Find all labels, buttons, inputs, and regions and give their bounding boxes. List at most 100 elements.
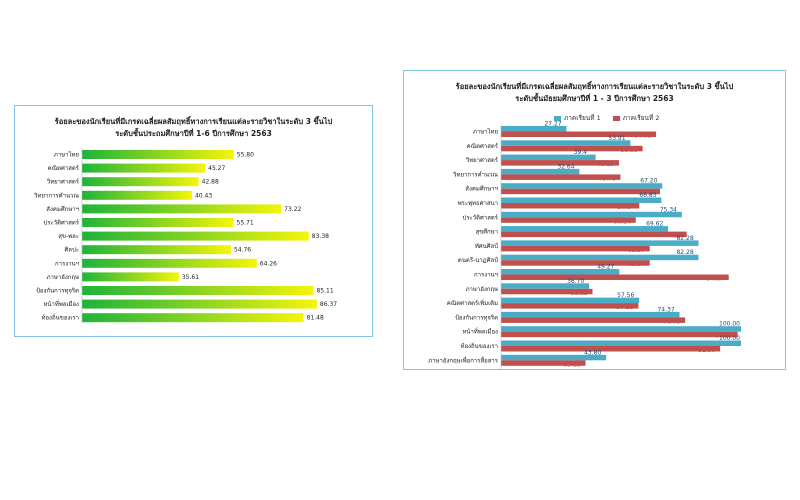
bar — [501, 131, 657, 137]
bar — [501, 340, 741, 346]
bar — [501, 140, 631, 146]
bar — [501, 203, 640, 209]
value-label: 58.99 — [621, 147, 638, 154]
value-label: 85.11 — [316, 288, 333, 295]
category-label: สุขศึกษา — [475, 229, 498, 236]
category-label: วิทยาการคำนวณ — [453, 171, 499, 178]
value-label: 82.28 — [676, 249, 693, 256]
value-label: 64.61 — [634, 133, 651, 140]
bar — [501, 283, 590, 289]
value-label: 81.48 — [307, 315, 324, 322]
bar — [82, 204, 282, 214]
category-label: การงานฯ — [55, 260, 79, 267]
value-label: 40.43 — [195, 192, 212, 199]
category-label: ภาษาไทย — [54, 151, 79, 159]
legend-swatch — [612, 115, 620, 121]
bar — [501, 240, 699, 246]
value-label: 100.00 — [719, 321, 740, 328]
bar — [501, 326, 741, 332]
value-label: 64.26 — [260, 260, 277, 267]
category-label: ประวัติศาสตร์ — [44, 219, 80, 227]
category-label: พระพุทธศาสนา — [458, 200, 498, 207]
value-label: 66.25 — [638, 190, 655, 197]
bar — [501, 168, 580, 175]
value-label: 83.38 — [312, 233, 329, 240]
bar — [501, 145, 643, 152]
value-label: 69.62 — [646, 221, 663, 228]
bar — [501, 331, 738, 338]
value-label: 42.88 — [202, 179, 219, 186]
category-label: ภาษาอังกฤษ — [47, 274, 79, 281]
bar — [501, 260, 650, 266]
value-label: 49.76 — [598, 175, 615, 182]
category-label: ป้องกันการทุจริต — [36, 288, 79, 295]
value-label: 75.34 — [660, 206, 677, 213]
category-label: สังคมศึกษาฯ — [465, 186, 498, 193]
bar — [501, 197, 662, 203]
value-label: 61.97 — [628, 247, 645, 254]
bar — [501, 183, 663, 189]
bar — [501, 288, 593, 295]
chart-title-line2: ระดับชั้นประถมศึกษาปีที่ 1-6 ปีการศึกษา … — [115, 129, 272, 138]
bar — [501, 254, 699, 261]
category-label: คณิตศาสตร์ — [467, 142, 499, 150]
bar — [501, 269, 620, 275]
value-label: 35.61 — [182, 274, 199, 281]
category-label: หน้าที่พลเมือง — [43, 300, 79, 308]
value-label: 76.73 — [663, 318, 680, 325]
bar — [82, 150, 234, 159]
bar — [82, 258, 257, 268]
category-label: สังคมศึกษาฯ — [46, 206, 79, 213]
bar — [82, 231, 309, 241]
bar — [82, 313, 304, 323]
bar — [501, 126, 567, 132]
category-label: การงานฯ — [474, 272, 498, 279]
value-label: 39.4 — [574, 149, 588, 156]
value-label: 27.27 — [544, 121, 561, 128]
category-label: ภาษาอังกฤษ — [466, 286, 498, 293]
category-label: ป้องกันการทุจริต — [455, 314, 498, 321]
value-label: 36.70 — [567, 278, 584, 285]
bar — [82, 245, 231, 255]
value-label: 100.00 — [719, 335, 740, 342]
category-label: ท้องถิ่นของเรา — [42, 314, 80, 322]
primary-bar-chart: ภาษาไทย 55.80 คณิตศาสตร์ 45.27 วิทยาศาสตร์ 42… — [34, 148, 337, 324]
bar — [501, 274, 729, 280]
value-label: 57.25 — [616, 304, 633, 311]
bar — [501, 245, 650, 252]
chart-title-line1: ร้อยละของนักเรียนที่มีเกรดเฉลี่ยผลสัมฤทธ… — [54, 117, 333, 126]
category-label: วิทยาศาสตร์ — [46, 178, 80, 186]
bar — [501, 217, 636, 223]
value-label: 45.27 — [208, 165, 225, 172]
value-label: 53.91 — [608, 135, 625, 142]
value-label: 74.37 — [657, 306, 674, 313]
value-label: 49.27 — [597, 264, 614, 271]
category-label: วิทยาการคำนวณ — [34, 192, 80, 199]
bar — [501, 311, 680, 318]
bar — [501, 174, 621, 180]
value-label: 35.22 — [564, 361, 581, 368]
bar — [82, 218, 234, 227]
legend-label: ภาคเรียนที่ 2 — [622, 114, 660, 122]
value-label: 61.97 — [628, 261, 645, 268]
chart-panel-secondary: ร้อยละของนักเรียนที่มีเกรดเฉลี่ยผลสัมฤทธ… — [403, 70, 786, 370]
bar — [501, 154, 596, 161]
bar — [501, 303, 639, 309]
legend-item-semester2: ภาคเรียนที่ 2 — [612, 113, 660, 123]
value-label: 86.37 — [320, 301, 337, 308]
bar — [82, 190, 192, 200]
bar — [501, 231, 687, 238]
category-label: คณิตศาสตร์ — [48, 164, 80, 172]
legend-item-semester1: ภาคเรียนที่ 1 — [554, 113, 601, 123]
value-label: 38.12 — [570, 290, 587, 297]
bar — [501, 160, 619, 166]
bar — [501, 354, 607, 361]
secondary-bar-chart: ภาษาไทย 27.27 64.61 คณิตศาสตร์ 53.91 58.99 วิท… — [428, 121, 741, 370]
bar — [501, 211, 682, 218]
value-label: 55.71 — [237, 220, 254, 227]
bar — [501, 188, 660, 195]
value-label: 94.87 — [707, 276, 724, 283]
category-label: คณิตศาสตร์เพิ่มเติม — [447, 299, 498, 307]
value-label: 91.30 — [698, 347, 715, 354]
bar — [82, 299, 317, 309]
